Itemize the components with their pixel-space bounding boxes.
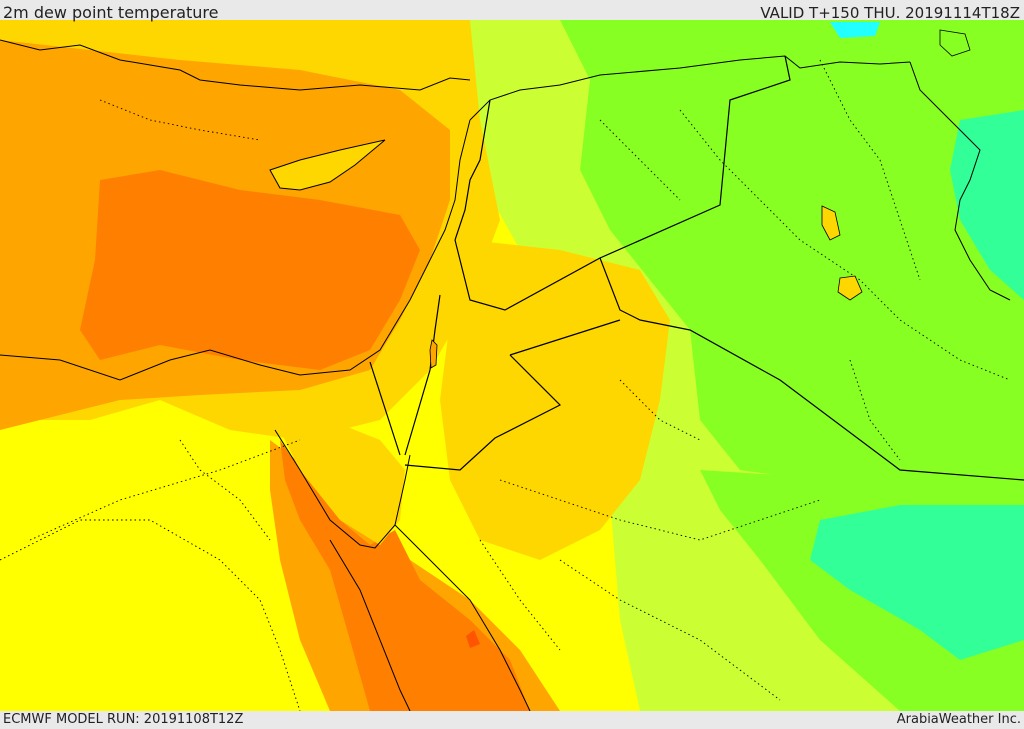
field-mint-southeast <box>810 505 1024 660</box>
field-gold-sinai <box>270 410 405 545</box>
coastlines <box>0 39 1011 711</box>
weather-map[interactable] <box>0 20 1024 711</box>
lake-razzaza <box>837 275 863 301</box>
footer-bar: ECMWF MODEL RUN: 20191108T12Z ArabiaWeat… <box>0 711 1024 729</box>
field-green-east <box>560 20 1024 520</box>
map-title: 2m dew point temperature <box>3 3 219 22</box>
field-mint-east <box>950 110 1024 300</box>
header-bar: 2m dew point temperature VALID T+150 THU… <box>0 0 1024 22</box>
lake-van <box>939 29 971 57</box>
red-sea-island <box>466 630 480 648</box>
field-orange-dark-red-sea <box>280 440 530 711</box>
dead-sea <box>429 339 438 369</box>
admin-boundaries <box>0 59 1011 711</box>
map-canvas <box>0 20 1024 711</box>
provider-label: ArabiaWeather Inc. <box>896 712 1021 727</box>
valid-time: VALID T+150 THU. 20191114T18Z <box>760 4 1020 22</box>
field-orange-dark-anatolia <box>80 170 420 370</box>
lake-tharthar <box>821 205 841 241</box>
cyprus-island <box>269 139 386 191</box>
field-cyan-top <box>830 22 880 38</box>
model-run-label: ECMWF MODEL RUN: 20191108T12Z <box>3 712 244 727</box>
country-borders <box>369 55 1024 481</box>
